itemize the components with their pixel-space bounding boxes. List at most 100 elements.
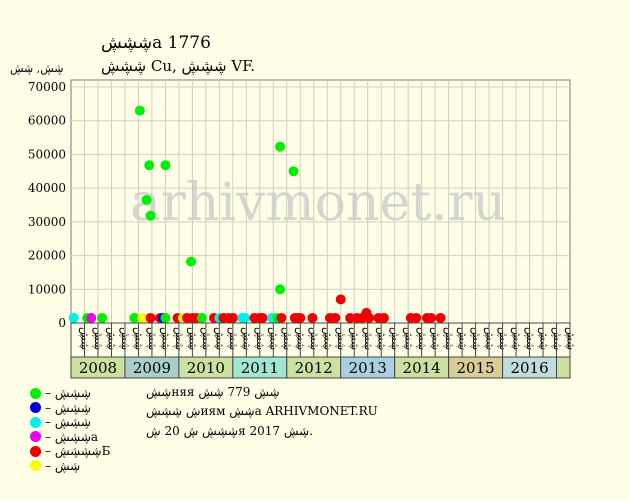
data-point (141, 194, 152, 205)
month-label: ڜڜ (456, 327, 469, 350)
month-label: ڜڜ (79, 327, 92, 350)
month-label: ڜڜ (200, 327, 213, 350)
year-label: 2016 (510, 359, 548, 377)
month-label: ڜڜ (322, 327, 335, 350)
data-point (435, 312, 446, 323)
legend-dot-icon (30, 416, 41, 428)
data-point (227, 312, 238, 323)
month-label: ڜڜ (416, 327, 429, 350)
data-point (330, 312, 341, 323)
y-tick-label: 70000 (28, 80, 66, 94)
legend-label: – ڜڜڜ (45, 386, 91, 400)
month-label: ڜڜ (281, 327, 294, 350)
legend-dot-icon (30, 387, 41, 399)
month-label: ڜڜ (551, 327, 564, 350)
month-label: ڜڜ (227, 327, 240, 350)
data-point (275, 284, 286, 295)
month-label: ڜڜ (173, 327, 186, 350)
info-line-3: ڜڜڜ ڜ 20 ڜя 2017 ڜڜ. (146, 424, 314, 438)
y-tick-label: 40000 (28, 181, 66, 195)
month-label: ڜڜ (510, 327, 523, 350)
legend-label: – ڜڜڜа (45, 429, 99, 444)
legend-item: – ڜڜڜڜБ (30, 444, 110, 458)
data-point (129, 312, 140, 323)
legend-dot-icon (30, 431, 41, 442)
data-point (378, 312, 389, 323)
year-label: 2014 (403, 359, 441, 377)
data-point (97, 312, 108, 323)
month-label: ڜڜ (106, 327, 119, 350)
data-point (335, 294, 346, 305)
data-point (145, 312, 156, 323)
month-label: ڜڜ (308, 327, 321, 350)
month-label: ڜڜ (375, 327, 388, 350)
month-label: ڜڜ (402, 327, 415, 350)
chart-subtitle: ڜڜڜ Cu, ڜڜڜ VF. (101, 57, 256, 75)
month-label: ڜڜ (389, 327, 402, 350)
data-point (144, 160, 155, 171)
legend-dot-icon (30, 402, 41, 413)
month-label: ڜڜ (497, 327, 510, 350)
data-point (426, 312, 437, 323)
data-point (364, 312, 375, 323)
legend-item: – ڜڜڜ (30, 415, 91, 429)
year-label: 2009 (133, 359, 171, 377)
month-label: ڜڜ (443, 327, 456, 350)
data-point (134, 105, 145, 116)
legend-dot-icon (30, 445, 41, 457)
month-label: ڜڜ (524, 327, 537, 350)
month-label: ڜڜ (268, 327, 281, 350)
y-tick-label: 60000 (28, 114, 66, 128)
data-point (86, 312, 97, 323)
legend-item: – ڜڜ (30, 459, 80, 473)
data-point (307, 312, 318, 323)
data-point (239, 312, 250, 323)
month-label: ڜڜ (160, 327, 173, 350)
year-label: 2015 (457, 359, 495, 377)
watermark-text: arhivmonet.ru (130, 173, 506, 233)
data-point (411, 312, 422, 323)
y-tick-label: 30000 (28, 215, 66, 229)
legend-label: – ڜڜ (45, 458, 81, 473)
data-point (186, 256, 197, 267)
month-label: ڜڜ (483, 327, 496, 350)
year-label: 2010 (187, 359, 225, 377)
month-label: ڜڜ (214, 327, 227, 350)
data-point (196, 312, 207, 323)
legend-dot-icon (30, 460, 41, 471)
year-cell-tail (556, 356, 571, 379)
data-point (68, 312, 79, 323)
month-label: ڜڜ (335, 327, 348, 350)
legend-label: – ڜڜڜ (45, 415, 91, 429)
data-point (295, 312, 306, 323)
month-label: ڜڜ (470, 327, 483, 350)
y-tick-label: 50000 (28, 147, 66, 161)
month-label: ڜڜ (348, 327, 361, 350)
month-label: ڜڜ (119, 327, 132, 350)
info-line-1: ڜڜняя ڜڜ 779 ڜڜ (146, 385, 280, 399)
chart-title: ڜڜڜа 1776 (101, 33, 211, 53)
y-tick-label: 10000 (28, 282, 66, 296)
month-label: ڜڜ (429, 327, 442, 350)
month-label: ڜڜ (362, 327, 375, 350)
info-line-2: ڜ ڜڜڜиям ڜڜа ARHIVMONET.RU (146, 404, 378, 418)
year-label: 2008 (79, 359, 117, 377)
month-label: ڜڜ (241, 327, 254, 350)
month-label: ڜڜ (187, 327, 200, 350)
data-point (288, 166, 299, 177)
month-label: ڜڜ (92, 327, 105, 350)
legend-label: – ڜڜڜ (45, 400, 91, 415)
month-label: ڜڜ (146, 327, 159, 350)
legend-item: – ڜڜڜ (30, 386, 91, 400)
month-label: ڜڜ (295, 327, 308, 350)
month-band (70, 322, 571, 358)
data-point (160, 312, 171, 323)
data-point (275, 141, 286, 152)
legend-label: – ڜڜڜڜБ (45, 444, 111, 458)
data-point (276, 312, 287, 323)
data-point (145, 210, 156, 221)
y-tick-label: 0 (58, 316, 66, 330)
month-label: ڜڜ (133, 327, 146, 350)
